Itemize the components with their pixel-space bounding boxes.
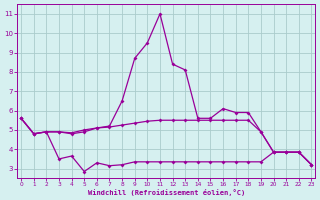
- X-axis label: Windchill (Refroidissement éolien,°C): Windchill (Refroidissement éolien,°C): [88, 189, 245, 196]
